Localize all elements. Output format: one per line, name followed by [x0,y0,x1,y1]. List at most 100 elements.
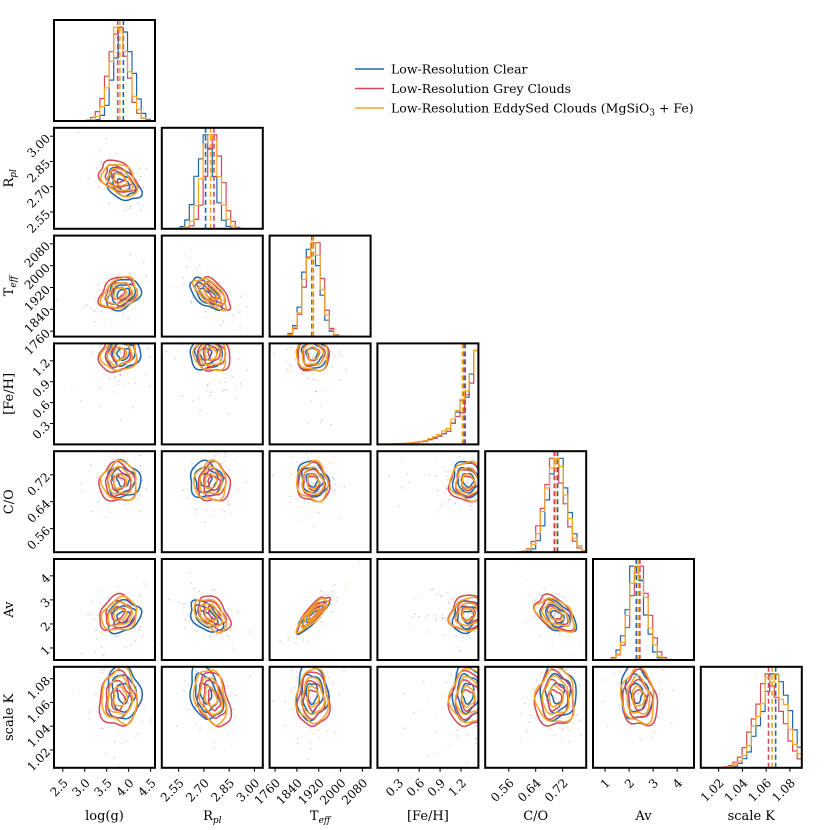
sample-point [291,668,293,670]
sample-point [579,684,581,686]
sample-point [186,497,189,500]
contour-logg-feh-2 [99,343,138,372]
sample-point [456,735,459,737]
sample-point [473,672,476,674]
sample-point [199,448,201,450]
sample-point [329,461,331,464]
sample-point [193,597,196,600]
sample-point [313,733,316,735]
y-axis-label-scalek: scale K [2,693,17,741]
sample-point [139,496,142,499]
sample-point [223,377,226,379]
sample-point [440,595,442,598]
sample-point [459,456,461,458]
sample-point [91,352,93,355]
sample-point [56,299,58,302]
contour-rpl-teff-1 [196,275,232,311]
sample-point [174,357,177,360]
y-tick-label: 1.02 [24,745,53,774]
sample-point [226,634,228,636]
sample-point [95,476,98,479]
sample-point [114,375,116,378]
sample-point [92,618,95,620]
sample-point [227,685,230,688]
sample-point [408,481,410,484]
sample-point [528,593,530,595]
sample-point [413,596,416,599]
sample-point [113,312,116,315]
sample-point [435,462,438,465]
x-axis-label-scalek: scale K [728,809,776,824]
sample-point [119,419,122,422]
sample-point [573,694,575,697]
sample-point [115,452,118,455]
x-tick-label: 1.08 [769,776,798,805]
sample-point [184,469,187,472]
sample-point [641,695,644,698]
hist-step-logg-2 [54,26,155,121]
sample-point [213,741,216,743]
sample-point [397,505,400,508]
hist-step-teff-2 [269,242,371,337]
sample-point [448,601,451,604]
hist-step-scalek-1 [700,673,802,768]
sample-point [467,481,470,484]
panel-frame-rpl-scalek [160,665,264,769]
sample-point [209,667,212,670]
sample-point [446,488,448,491]
sample-point [121,479,123,482]
contour-rpl-av-2 [204,607,219,622]
y-tick-label: 1.06 [24,698,53,727]
sample-point [315,390,317,393]
sample-point [320,421,322,424]
sample-point [184,602,187,604]
sample-point [83,305,86,308]
sample-point [427,754,430,757]
sample-point [227,608,230,610]
sample-point [441,693,444,695]
sample-point [289,456,292,458]
sample-point [640,738,643,741]
sample-point [112,466,115,469]
contour-feh-co-2 [461,473,476,490]
sample-point [223,389,226,391]
sample-point [449,626,451,629]
sample-point [421,652,423,654]
sample-point [139,465,142,468]
sample-point [184,618,187,621]
sample-point [139,454,142,457]
sample-point [196,629,199,632]
contour-rpl-av-1 [202,599,228,626]
sample-point [101,199,103,202]
sample-point [206,383,209,386]
sample-point [426,614,429,616]
y-tick-label: 0.56 [24,524,53,553]
sample-point [300,635,303,638]
sample-point [236,488,239,490]
y-axis-label-teff: Teff [2,274,19,296]
contour-rpl-av-2 [193,598,228,634]
y-axis-label-feh: [Fe/H] [2,373,17,415]
contour-av-scalek-2 [619,666,655,726]
sample-point [320,590,323,592]
sample-point [115,684,117,686]
sample-point [524,621,527,624]
sample-point [464,723,467,726]
sample-point [644,691,646,694]
sample-point [475,737,477,739]
sample-point [295,637,298,639]
sample-point [302,371,305,374]
sample-point [195,670,198,673]
y-tick-label: 2 [38,619,53,634]
sample-point [205,390,208,393]
sample-point [206,355,209,357]
sample-point [474,589,477,592]
sample-point [147,346,149,349]
sample-point [318,735,320,738]
contour-rpl-co-1 [207,475,222,492]
contour-av-scalek-0 [629,682,644,705]
sample-point [659,689,662,691]
contour-logg-av-2 [107,601,133,627]
x-tick-label: 3 [646,776,661,791]
sample-point [176,725,178,728]
